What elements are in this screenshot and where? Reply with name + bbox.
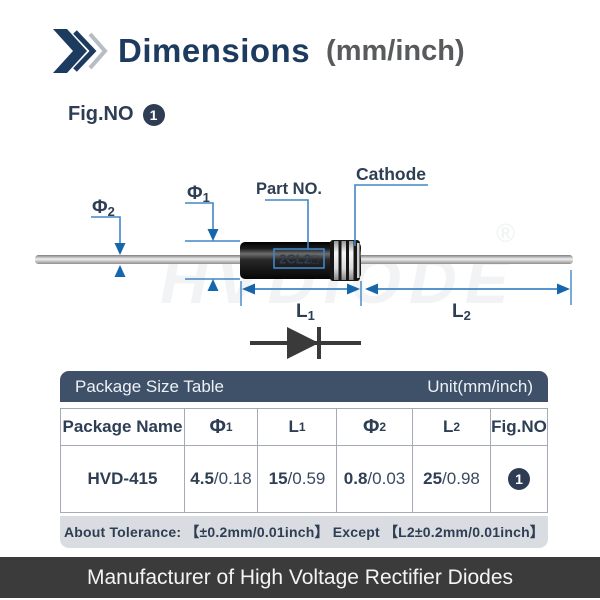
phi1-dimension: Φ1 — [185, 183, 240, 291]
title-text: Dimensions — [118, 32, 311, 69]
part-no-callout: Part NO. — [256, 180, 322, 250]
cell-phi2: 0.8/0.03 — [337, 446, 413, 512]
table-unit: Unit(mm/inch) — [427, 376, 533, 396]
cell-fig-no: 1 — [491, 446, 547, 512]
page-title: Dimensions (mm/inch) — [52, 28, 465, 74]
part-number-marking: 2CL2□ — [273, 248, 325, 269]
l1-label: L1 — [296, 301, 315, 323]
cathode-band — [330, 240, 360, 281]
table-title: Package Size Table — [75, 376, 225, 396]
cathode-callout: Cathode — [354, 164, 428, 246]
fig-no-label: Fig.NO — [68, 103, 134, 125]
cell-l1: 15/0.59 — [258, 446, 337, 512]
l2-dimension: L2 — [365, 270, 572, 323]
col-header-package-name: Package Name — [61, 409, 185, 446]
tolerance-note: About Tolerance: 【±0.2mm/0.01inch】 Excep… — [60, 516, 548, 548]
svg-text:®: ® — [496, 218, 515, 248]
cell-phi1: 4.5/0.18 — [185, 446, 258, 512]
footer-text: Manufacturer of High Voltage Rectifier D… — [86, 565, 514, 589]
title-unit: (mm/inch) — [326, 34, 465, 67]
svg-text:2CL2□: 2CL2□ — [279, 252, 319, 267]
part-no-label: Part NO. — [256, 180, 322, 198]
cathode-label: Cathode — [356, 164, 426, 184]
double-chevron-icon — [53, 29, 108, 73]
phi1-label: Φ1 — [187, 183, 210, 205]
l1-dimension: L1 — [240, 281, 362, 323]
footer-bar: Manufacturer of High Voltage Rectifier D… — [0, 557, 600, 598]
cell-l2: 25/0.98 — [413, 446, 491, 512]
row-fig-badge: 1 — [508, 468, 530, 490]
fig-no-row: Fig.NO 1 — [68, 103, 165, 126]
diode-body: 2CL2□ — [240, 240, 361, 281]
cell-package-name: HVD-415 — [61, 446, 185, 512]
table-title-bar: Package Size Table Unit(mm/inch) — [60, 371, 548, 402]
phi2-dimension: Φ2 — [91, 197, 126, 277]
l2-label: L2 — [452, 301, 471, 323]
fig-no-badge: 1 — [142, 103, 165, 126]
phi2-label: Φ2 — [92, 197, 115, 219]
col-header-fig-no: Fig.NO — [491, 409, 547, 446]
diode-schematic-symbol — [250, 327, 361, 359]
